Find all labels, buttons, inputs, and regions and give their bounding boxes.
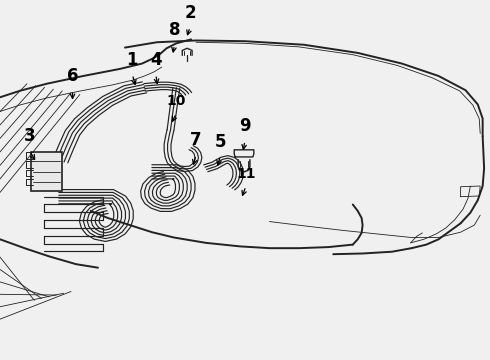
Text: 3: 3 (24, 127, 35, 145)
FancyBboxPatch shape (31, 152, 62, 192)
Text: 10: 10 (167, 94, 186, 108)
Text: 1: 1 (126, 51, 138, 69)
Text: 7: 7 (190, 131, 202, 149)
Text: 8: 8 (169, 21, 180, 39)
Text: 11: 11 (236, 167, 256, 181)
Text: 2: 2 (184, 4, 196, 22)
Text: 5: 5 (215, 132, 226, 150)
Text: 9: 9 (239, 117, 251, 135)
Text: 6: 6 (67, 67, 78, 85)
Text: 4: 4 (150, 51, 162, 69)
